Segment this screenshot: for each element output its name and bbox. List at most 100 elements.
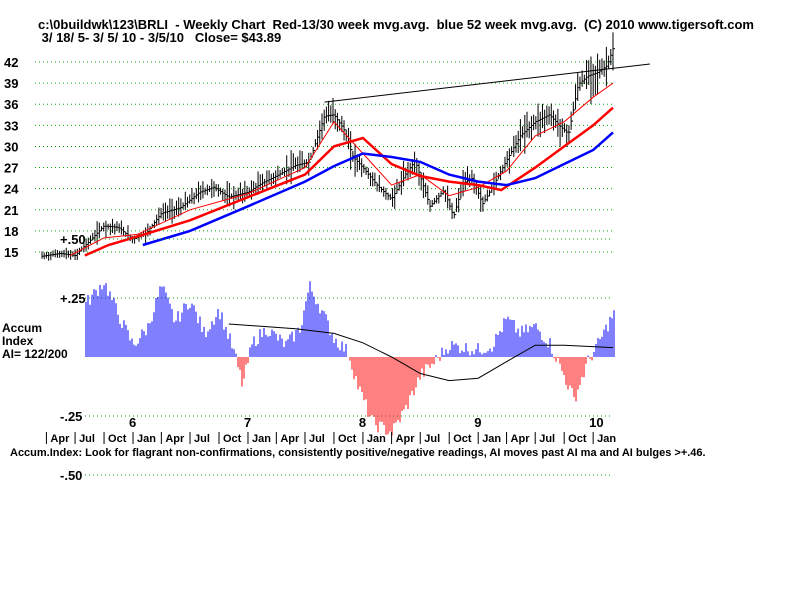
price-tick-30: 30 (4, 139, 18, 154)
price-bar (325, 106, 329, 124)
price-bar (480, 186, 483, 212)
footer-note: Accum.Index: Look for flagrant non-confi… (10, 447, 706, 459)
month-label-jul: Jul (194, 433, 210, 445)
price-bar (48, 252, 51, 261)
price-bar (447, 185, 450, 209)
price-bar (224, 189, 227, 203)
price-bar (528, 121, 532, 139)
price-bar (290, 150, 294, 185)
price-bar (482, 196, 485, 212)
price-bar (279, 169, 283, 178)
price-bar (453, 211, 457, 219)
price-bar (451, 202, 455, 219)
price-bar (101, 226, 104, 232)
price-bar (301, 151, 305, 169)
price-bar (568, 125, 571, 143)
price-bar (356, 154, 360, 173)
price-bar (125, 231, 128, 237)
price-bar (403, 160, 406, 187)
price-bar (222, 188, 225, 201)
price-bar (76, 248, 80, 260)
price-bar (147, 223, 150, 237)
price-bar (211, 179, 214, 199)
price-bar (295, 157, 298, 170)
month-label-oct: Oct (223, 433, 242, 445)
price-bar (83, 241, 86, 253)
price-bar (178, 197, 181, 217)
price-bar (169, 198, 172, 220)
price-bar (608, 55, 611, 69)
price-bar (281, 167, 285, 176)
price-bar (442, 186, 446, 195)
price-bar (358, 156, 362, 171)
price-bar (389, 193, 393, 201)
price-bar (418, 161, 421, 186)
price-bar (209, 185, 212, 193)
month-label-jan: Jan (597, 433, 616, 445)
price-bar (515, 135, 518, 153)
price-bar (321, 113, 324, 140)
price-bar (98, 222, 102, 239)
price-bar (202, 181, 205, 199)
price-tick-15: 15 (4, 245, 18, 260)
price-bar (56, 250, 60, 258)
price-bar (94, 230, 97, 242)
price-tick-33: 33 (4, 118, 18, 133)
price-bar (433, 197, 437, 205)
price-bar (286, 155, 289, 185)
price-bar (444, 189, 448, 202)
ma-52-line (142, 131, 614, 247)
month-label-jan: Jan (137, 433, 156, 445)
price-bar (548, 106, 552, 125)
price-tick-42: 42 (4, 55, 18, 70)
price-bar (478, 187, 481, 199)
price-bar (563, 123, 567, 133)
price-bar (535, 116, 538, 130)
price-bar (175, 200, 179, 216)
price-bar (277, 165, 280, 181)
price-bar (191, 187, 194, 204)
price-bar (586, 59, 589, 90)
price-bar (239, 182, 243, 202)
price-bar (330, 105, 333, 123)
ai-bars (85, 281, 615, 436)
month-label-jul: Jul (424, 433, 440, 445)
price-bar (398, 181, 402, 191)
price-bar (107, 223, 111, 230)
price-bar (235, 190, 239, 200)
price-bar (579, 76, 582, 91)
price-bar (171, 198, 175, 224)
price-bar (387, 192, 391, 201)
price-bar (409, 162, 413, 178)
month-label-apr: Apr (396, 433, 416, 445)
price-bar (526, 111, 530, 138)
price-bar (581, 70, 585, 87)
price-bar (114, 223, 117, 235)
price-bar (427, 185, 430, 205)
price-bar (533, 114, 536, 131)
price-bar (455, 197, 459, 213)
price-bar (610, 49, 613, 66)
price-bar (61, 250, 64, 258)
price-bar (162, 203, 166, 221)
ai-y-axis: +.50 +.25 -.25 -.50 (60, 232, 86, 483)
price-bar (182, 202, 186, 210)
time-axis: 6 7 8 9 10 Apr Jul Oct Jan Apr Jul Oct Jan Apr Jul Oct J… (45, 415, 616, 445)
price-bar (270, 173, 274, 187)
month-label-jul: Jul (539, 433, 555, 445)
price-tick-39: 39 (4, 76, 18, 91)
price-bar (184, 191, 188, 211)
price-bar (109, 223, 113, 236)
price-bar (314, 139, 318, 148)
price-bar (396, 178, 399, 194)
price-bar (67, 250, 71, 258)
price-bar (438, 192, 441, 204)
price-bar (334, 109, 338, 130)
year-label-6: 6 (129, 415, 136, 430)
price-bar (213, 181, 216, 197)
price-bar (557, 108, 560, 137)
price-bar (200, 185, 203, 201)
month-label-jan: Jan (367, 433, 386, 445)
price-bar (590, 56, 593, 104)
